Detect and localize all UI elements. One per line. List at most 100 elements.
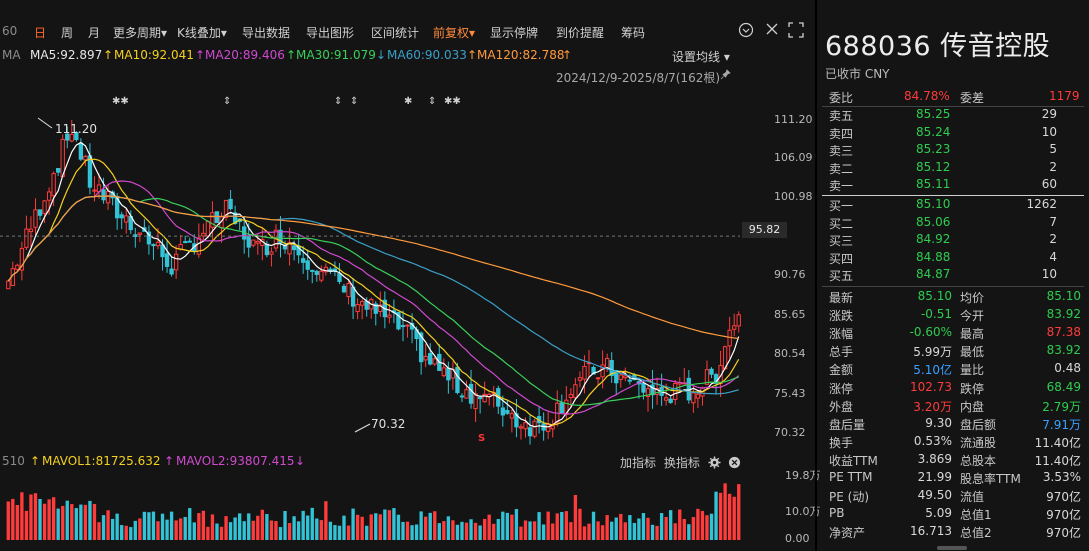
tab-daily[interactable]: 日 bbox=[34, 26, 47, 40]
candle-body bbox=[15, 264, 20, 270]
volume-bar bbox=[478, 525, 482, 540]
volume-bar bbox=[197, 513, 201, 540]
volume-bar bbox=[737, 484, 741, 540]
stat-row: PB 5.09 总值1 970亿 bbox=[817, 505, 1087, 523]
volume-bar bbox=[378, 514, 382, 540]
volume-bar bbox=[224, 516, 228, 540]
volume-bar bbox=[428, 512, 432, 540]
volume-bar bbox=[201, 510, 206, 540]
event-mark[interactable]: ✱✱ bbox=[112, 96, 129, 107]
candle-body bbox=[482, 393, 487, 403]
mavol2-arrow: ↑ bbox=[164, 454, 175, 468]
bid-row[interactable]: 买一 85.10 1262 bbox=[817, 196, 1087, 214]
event-mark[interactable]: ⇕ bbox=[223, 96, 232, 107]
volume-bar bbox=[183, 516, 187, 540]
more-period-button[interactable]: 更多周期▾ bbox=[113, 24, 167, 41]
volume-bar bbox=[460, 521, 464, 540]
candle-body bbox=[695, 393, 701, 399]
volume-bar bbox=[319, 520, 323, 540]
candle-body bbox=[255, 241, 260, 244]
volume-bar bbox=[727, 493, 732, 540]
volume-bar bbox=[51, 497, 56, 540]
ma-prefix: MA bbox=[2, 48, 21, 62]
stat-label: 最高 bbox=[960, 327, 985, 342]
candle-body bbox=[92, 189, 97, 192]
volume-bar bbox=[29, 494, 33, 540]
candle-body bbox=[346, 283, 351, 298]
change-indicator-button[interactable]: 换指标 bbox=[663, 456, 700, 470]
gear-icon[interactable] bbox=[708, 456, 721, 472]
stat-label: PE TTM bbox=[829, 470, 873, 484]
event-mark[interactable]: ✱✱ bbox=[444, 96, 461, 107]
ma120-arrow: ↑ bbox=[467, 48, 478, 62]
forward-adjust-button[interactable]: 前复权▾ bbox=[433, 24, 475, 41]
ma-settings-button[interactable]: 设置均线 ▾ bbox=[672, 48, 730, 65]
stat-row: 金额 5.10亿 量比 0.48 bbox=[817, 360, 1087, 378]
pin-icon[interactable] bbox=[720, 69, 731, 83]
scroll-handle[interactable] bbox=[937, 546, 967, 550]
range-stats-button[interactable]: 区间统计 bbox=[371, 26, 420, 40]
bid-row[interactable]: 买四 84.88 4 bbox=[817, 249, 1087, 267]
kline-overlay-button[interactable]: K线叠加▾ bbox=[177, 24, 227, 41]
stat-value: 7.91万 bbox=[1042, 417, 1081, 432]
bid-label: 买一 bbox=[829, 199, 854, 213]
volume-bar bbox=[247, 513, 251, 540]
volume-bar bbox=[192, 522, 196, 540]
volume-bar bbox=[310, 507, 314, 540]
volume-bar bbox=[410, 525, 414, 540]
ask-row[interactable]: 卖四 85.24 10 bbox=[817, 124, 1087, 142]
ma60-value: MA60:90.033 bbox=[387, 48, 467, 62]
price-alert-button[interactable]: 到价提醒 bbox=[556, 26, 605, 40]
forward-adjust-label: 前复权 bbox=[433, 26, 470, 40]
candle-body bbox=[396, 311, 401, 330]
volume-bar bbox=[215, 523, 219, 540]
stat-value: 5.99万 bbox=[913, 345, 952, 360]
bid-row[interactable]: 买三 84.92 2 bbox=[817, 231, 1087, 249]
bid-row[interactable]: 买二 85.06 7 bbox=[817, 214, 1087, 232]
event-mark[interactable]: ⇕ bbox=[428, 96, 437, 107]
tab-weekly[interactable]: 周 bbox=[61, 26, 74, 40]
tab-monthly[interactable]: 月 bbox=[88, 26, 101, 40]
candle-body bbox=[341, 285, 347, 293]
event-mark[interactable]: ⇕ bbox=[350, 96, 359, 107]
stat-value: 102.73 bbox=[910, 379, 952, 394]
divider bbox=[822, 286, 1084, 287]
panel-divider[interactable] bbox=[815, 0, 817, 551]
volume-bar bbox=[169, 511, 174, 540]
close-icon[interactable] bbox=[763, 22, 781, 40]
volume-bar bbox=[24, 510, 29, 540]
volume-bar bbox=[678, 509, 682, 540]
candlestick-chart[interactable] bbox=[0, 110, 770, 445]
bid-price: 85.10 bbox=[916, 197, 951, 211]
ask-row[interactable]: 卖一 85.11 60 bbox=[817, 176, 1087, 194]
candle-body bbox=[550, 425, 555, 430]
y-tick: 80.54 bbox=[774, 347, 806, 360]
export-data-button[interactable]: 导出数据 bbox=[242, 26, 291, 40]
fullscreen-icon[interactable] bbox=[787, 22, 805, 40]
s-mark[interactable]: S bbox=[478, 433, 486, 444]
event-mark[interactable]: ✱ bbox=[404, 96, 413, 107]
add-indicator-button[interactable]: 加指标 bbox=[620, 456, 657, 470]
candle-body bbox=[210, 212, 215, 228]
bid-row[interactable]: 买五 84.87 10 bbox=[817, 266, 1087, 284]
close-icon[interactable] bbox=[728, 456, 741, 472]
volume-bar bbox=[237, 513, 242, 540]
volume-bar bbox=[315, 518, 319, 540]
stat-label: 涨停 bbox=[829, 381, 854, 396]
volume-chart[interactable] bbox=[0, 474, 775, 546]
chips-button[interactable]: 筹码 bbox=[621, 26, 646, 40]
volume-bar bbox=[278, 527, 283, 540]
stat-label: 最低 bbox=[960, 345, 985, 360]
stat-label: 金额 bbox=[829, 363, 854, 378]
export-chart-button[interactable]: 导出图形 bbox=[306, 26, 355, 40]
volume-bar bbox=[33, 493, 38, 540]
stat-value: 970亿 bbox=[1046, 490, 1081, 505]
ask-row[interactable]: 卖三 85.23 5 bbox=[817, 141, 1087, 159]
show-suspension-button[interactable]: 显示停牌 bbox=[490, 26, 539, 40]
volume-bar bbox=[333, 525, 337, 540]
ma120-line bbox=[7, 195, 739, 340]
ask-row[interactable]: 卖五 85.25 29 bbox=[817, 106, 1087, 124]
ask-row[interactable]: 卖二 85.12 2 bbox=[817, 159, 1087, 177]
collapse-icon[interactable] bbox=[737, 22, 755, 40]
event-mark[interactable]: ⇕ bbox=[334, 96, 343, 107]
